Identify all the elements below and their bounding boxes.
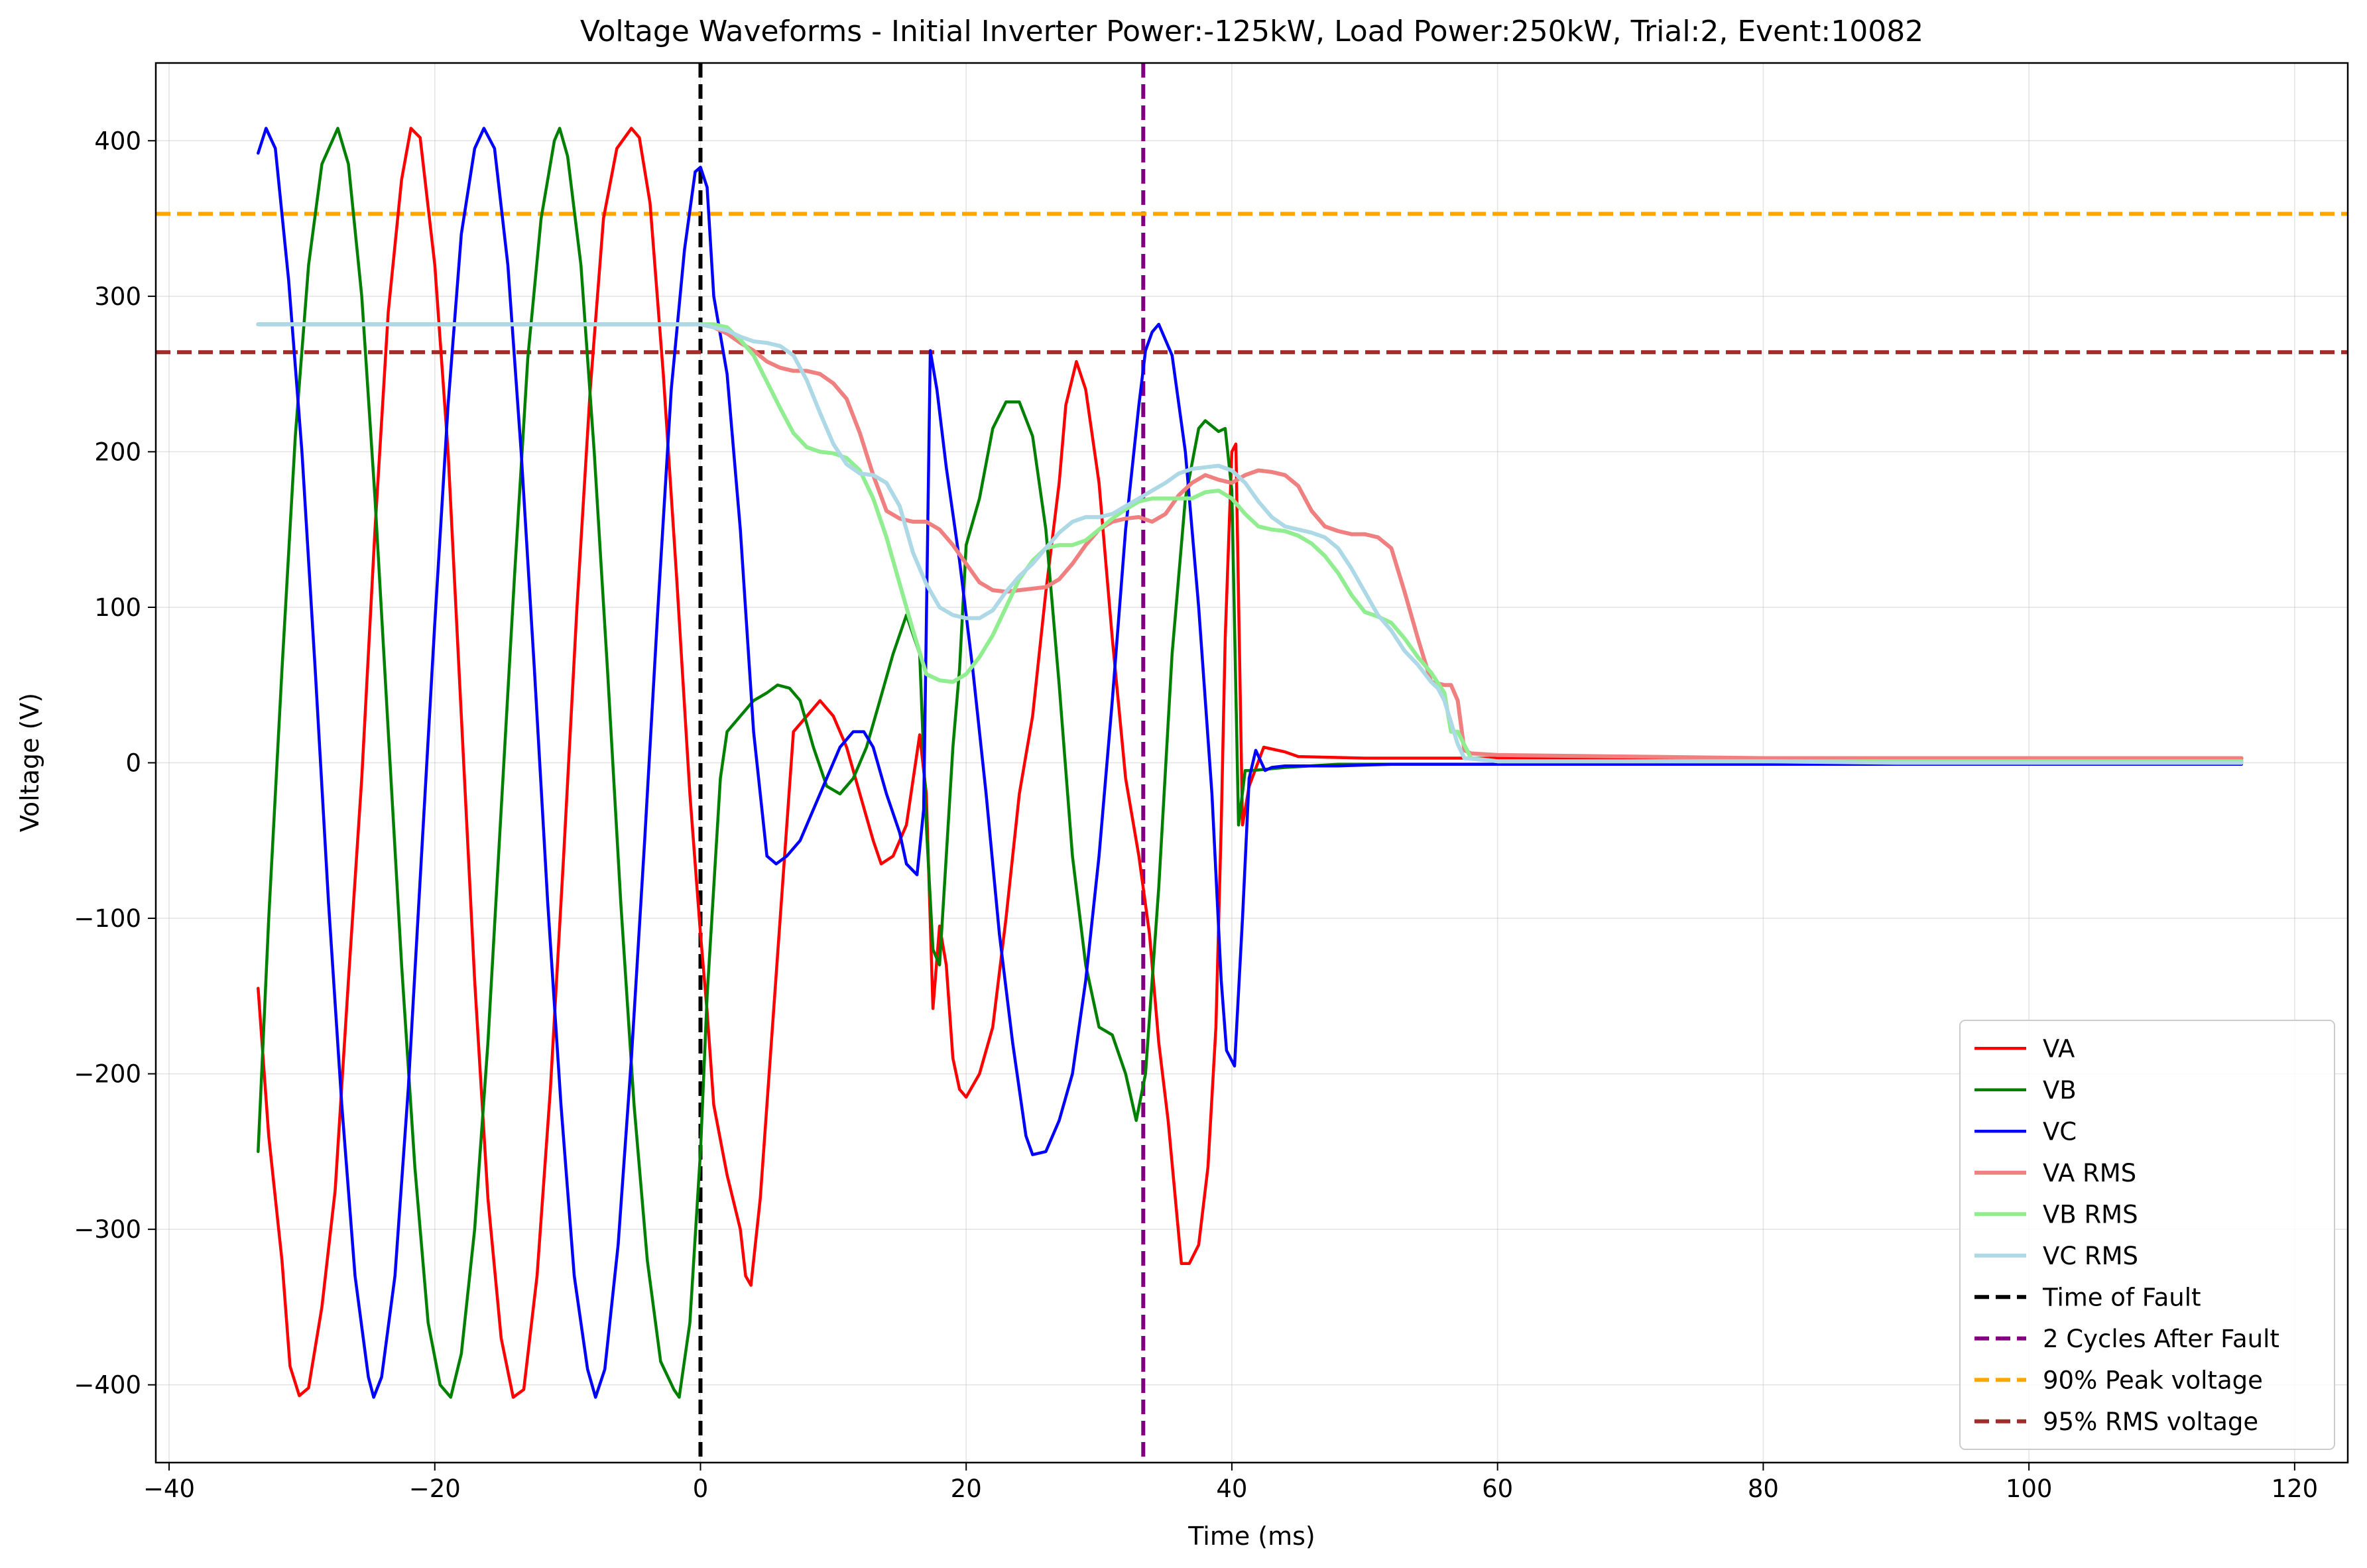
legend-label-vc-rms: VC RMS (2043, 1242, 2138, 1270)
legend-label-va: VA (2043, 1034, 2075, 1063)
x-tick-label: 0 (693, 1475, 709, 1503)
x-tick-label: −20 (409, 1475, 461, 1503)
y-tick-label: 100 (94, 593, 141, 622)
x-tick-label: 20 (951, 1475, 982, 1503)
chart-title: Voltage Waveforms - Initial Inverter Pow… (580, 15, 1923, 48)
vb-rms-series (256, 322, 2244, 764)
y-tick-label: 200 (94, 438, 141, 466)
x-tick-label: 80 (1748, 1475, 1779, 1503)
y-tick-label: −400 (74, 1371, 141, 1400)
legend-label-vb-rms: VB RMS (2043, 1200, 2138, 1229)
x-tick-label: 60 (1482, 1475, 1513, 1503)
legend-label-time-of-fault: Time of Fault (2042, 1283, 2201, 1311)
x-axis-label: Time (ms) (1187, 1522, 1315, 1551)
legend-label-90-peak-voltage: 90% Peak voltage (2043, 1366, 2263, 1394)
vc-series (257, 127, 2243, 1399)
y-tick-label: 300 (94, 282, 141, 311)
va-series (257, 127, 2243, 1399)
y-tick-label: 400 (94, 127, 141, 155)
legend-label-va-rms: VA RMS (2043, 1159, 2136, 1187)
y-tick-label: −300 (74, 1215, 141, 1244)
legend-box (1959, 1020, 2335, 1450)
x-tick-label: 100 (2006, 1475, 2053, 1503)
y-tick-label: −200 (74, 1060, 141, 1089)
axis-ticks: −40 −20 0 20 40 60 80 100 120−400−300−200−100010… (74, 127, 2318, 1503)
vb-series (257, 127, 2243, 1399)
va-rms-series (256, 322, 2244, 760)
data-series (256, 127, 2244, 1399)
legend-label-2-cycles-after-fault: 2 Cycles After Fault (2043, 1325, 2279, 1353)
x-tick-label: −40 (143, 1475, 195, 1503)
y-tick-label: −100 (74, 904, 141, 933)
legend-label-vb: VB (2043, 1076, 2077, 1105)
x-tick-label: 40 (1216, 1475, 1247, 1503)
legend: VA VB VC VA RMS VB RMS VC RMS Time of Fault 2 C… (1959, 1020, 2335, 1450)
y-tick-label: 0 (125, 749, 141, 778)
reference-lines (156, 63, 2348, 1463)
y-axis-label: Voltage (V) (15, 693, 44, 832)
legend-label-95-rms-voltage: 95% RMS voltage (2043, 1408, 2258, 1436)
legend-label-vc: VC (2043, 1117, 2077, 1146)
x-tick-label: 120 (2272, 1475, 2319, 1503)
vc-rms-series (256, 322, 2244, 765)
